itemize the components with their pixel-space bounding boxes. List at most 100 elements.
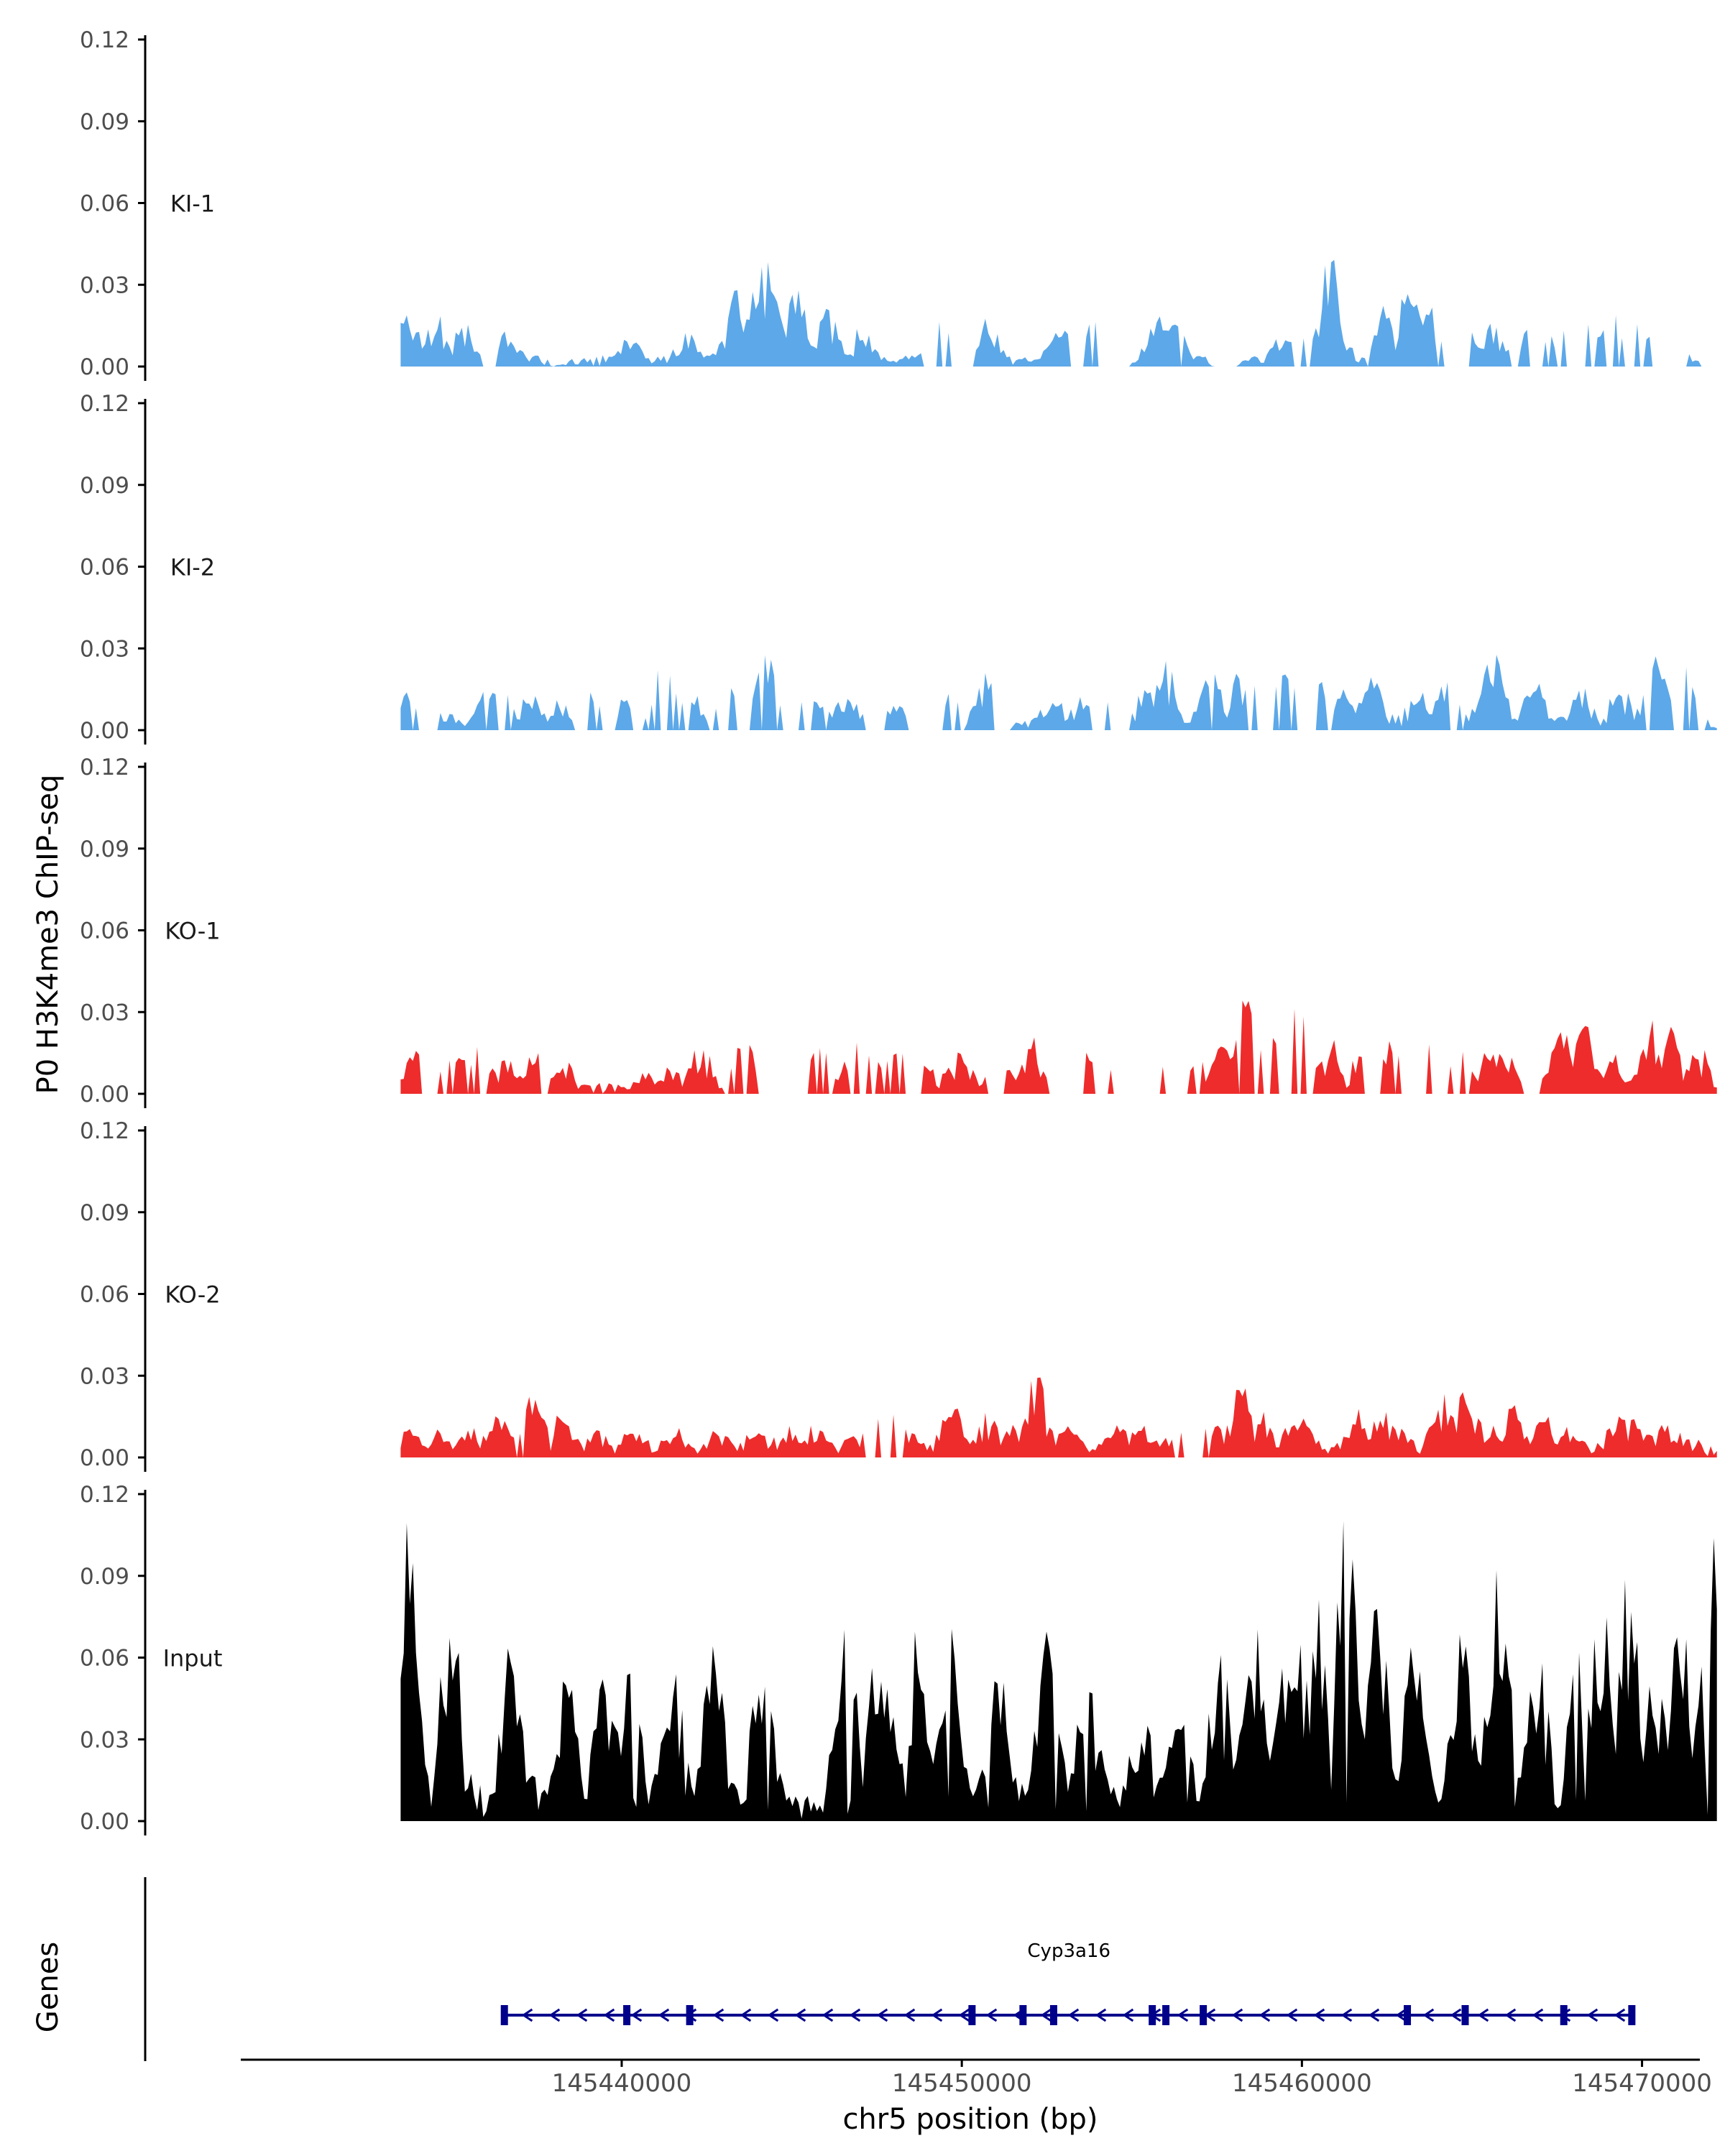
strand-arrow	[1313, 2008, 1325, 2022]
strand-arrow	[1340, 2008, 1353, 2022]
x-axis: 145440000 145450000 145460000 145470000	[241, 2058, 1712, 2098]
y-tick-label: 0.09	[80, 1564, 129, 1590]
strand-arrow	[958, 2008, 970, 2022]
strand-arrow	[876, 2008, 888, 2022]
y-tick-label: 0.03	[80, 1363, 129, 1389]
strand-arrow	[1586, 2008, 1598, 2022]
strand-arrow	[849, 2008, 861, 2022]
y-tick-label: 0.00	[80, 1809, 129, 1835]
genes-layer: Cyp3a16	[144, 1877, 1636, 2061]
y-tick-label: 0.03	[80, 1000, 129, 1026]
strand-arrow	[1450, 2008, 1462, 2022]
y-tick-label: 0.12	[80, 391, 129, 417]
exon	[686, 2005, 694, 2025]
coverage-area	[400, 259, 1717, 367]
strand-arrow	[931, 2008, 943, 2022]
exon	[500, 2005, 508, 2025]
strand-arrow	[521, 2008, 533, 2022]
strand-arrow	[1504, 2008, 1517, 2022]
exon	[1461, 2005, 1469, 2025]
y-tick-label: 0.03	[80, 1727, 129, 1753]
strand-arrow	[985, 2008, 998, 2022]
strand-arrow	[822, 2008, 834, 2022]
x-axis-title: chr5 position (bp)	[842, 2103, 1098, 2136]
exon	[1162, 2005, 1170, 2025]
strand-arrow	[1122, 2008, 1134, 2022]
y-tick-label: 0.06	[80, 555, 129, 581]
y-tick-label: 0.06	[80, 1282, 129, 1308]
strand-arrow	[740, 2008, 752, 2022]
y-tick-label: 0.00	[80, 1082, 129, 1107]
strand-arrow	[1614, 2008, 1626, 2022]
y-tick-label: 0.00	[80, 718, 129, 744]
x-tick-label: 145440000	[552, 2069, 692, 2098]
coverage-area	[400, 655, 1717, 730]
y-tick-label: 0.03	[80, 272, 129, 298]
strand-arrow	[767, 2008, 779, 2022]
track-label: KI-1	[170, 190, 215, 218]
exon	[1628, 2005, 1636, 2025]
strand-arrow	[630, 2008, 643, 2022]
coverage-area	[400, 1000, 1717, 1094]
strand-arrow	[1177, 2008, 1189, 2022]
strand-arrow	[1095, 2008, 1107, 2022]
y-tick-label: 0.12	[80, 27, 129, 53]
exon	[1149, 2005, 1156, 2025]
strand-arrow	[1040, 2008, 1052, 2022]
track-ko-1: 0.00 0.03 0.06 0.09 0.12 KO-1	[80, 755, 1717, 1108]
exon	[968, 2005, 976, 2025]
strand-arrow	[1067, 2008, 1080, 2022]
exon	[1404, 2005, 1412, 2025]
x-tick-label: 145460000	[1232, 2069, 1372, 2098]
exon	[1200, 2005, 1208, 2025]
y-tick-label: 0.12	[80, 1118, 129, 1144]
tracks-layer: 0.00 0.03 0.06 0.09 0.12 KI-1 0.00 0.03 0.06 0.09…	[80, 27, 1717, 1835]
exon	[1019, 2005, 1027, 2025]
strand-arrow	[1259, 2008, 1271, 2022]
strand-arrow	[712, 2008, 724, 2022]
y-tick-label: 0.06	[80, 918, 129, 944]
exon	[1049, 2005, 1057, 2025]
coverage-area	[400, 1377, 1717, 1457]
strand-arrow	[794, 2008, 806, 2022]
strand-arrow	[603, 2008, 615, 2022]
strand-arrow	[1477, 2008, 1489, 2022]
gene-name-label: Cyp3a16	[1027, 1940, 1110, 1962]
strand-arrow	[576, 2008, 588, 2022]
y-tick-label: 0.12	[80, 755, 129, 780]
strand-arrow	[658, 2008, 670, 2022]
y-tick-label: 0.09	[80, 1200, 129, 1226]
track-ki-2: 0.00 0.03 0.06 0.09 0.12 KI-2	[80, 391, 1717, 745]
track-input: 0.00 0.03 0.06 0.09 0.12 Input	[80, 1482, 1717, 1835]
track-label: KO-2	[165, 1281, 220, 1309]
y-tick-label: 0.03	[80, 636, 129, 662]
y-tick-label: 0.00	[80, 354, 129, 380]
track-label: KO-1	[165, 918, 220, 945]
strand-arrow	[1532, 2008, 1544, 2022]
y-tick-label: 0.09	[80, 473, 129, 499]
y-tick-label: 0.09	[80, 837, 129, 862]
strand-arrow	[1286, 2008, 1298, 2022]
x-tick-label: 145450000	[892, 2069, 1032, 2098]
track-ki-1: 0.00 0.03 0.06 0.09 0.12 KI-1	[80, 27, 1717, 381]
x-tick-label: 145470000	[1572, 2069, 1712, 2098]
coverage-area	[400, 1521, 1717, 1821]
exon	[623, 2005, 631, 2025]
strand-arrow	[1368, 2008, 1380, 2022]
strand-arrow	[1422, 2008, 1435, 2022]
strand-arrow	[1395, 2008, 1407, 2022]
track-label: KI-2	[170, 554, 215, 581]
track-label: Input	[163, 1645, 223, 1672]
y-axis-title: P0 H3K4me3 ChIP-seq	[32, 775, 65, 1095]
y-tick-label: 0.12	[80, 1482, 129, 1508]
y-tick-label: 0.06	[80, 1646, 129, 1672]
strand-arrow	[903, 2008, 916, 2022]
exon	[1560, 2005, 1568, 2025]
genes-axis-title: Genes	[32, 1942, 65, 2032]
strand-arrow	[1231, 2008, 1243, 2022]
strand-arrow	[548, 2008, 561, 2022]
y-tick-label: 0.06	[80, 191, 129, 217]
y-tick-label: 0.09	[80, 109, 129, 135]
track-ko-2: 0.00 0.03 0.06 0.09 0.12 KO-2	[80, 1118, 1717, 1472]
